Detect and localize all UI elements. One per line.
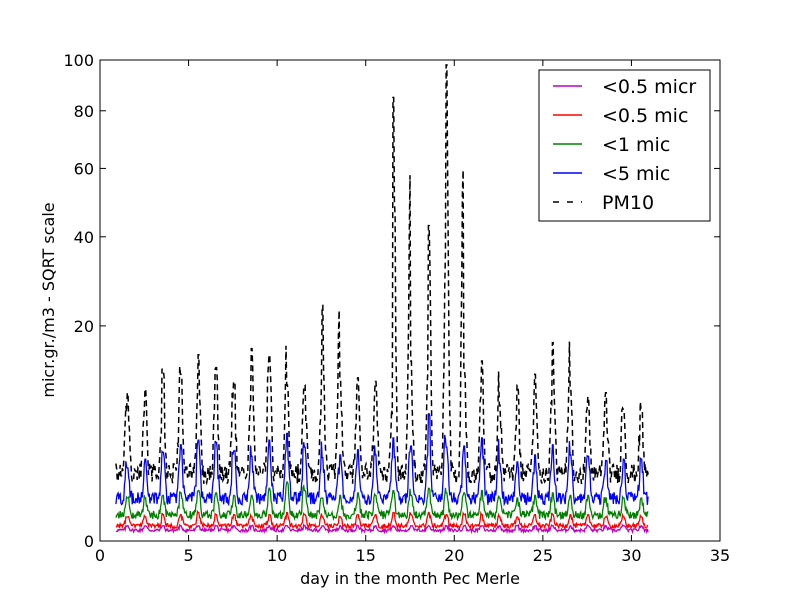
y-tick-label: 20 [74,317,94,336]
axis-ticks: 0 5 10 15 20 25 30 35 0 20 40 60 80 100 [63,51,730,565]
series-line-2 [115,481,649,522]
legend-frame [538,69,711,222]
series-layer [115,64,649,535]
y-tick-label: 0 [84,532,94,551]
x-axis-label: day in the month Pec Merle [300,569,520,588]
y-axis-label: micr.gr./m3 - SQRT scale [39,202,58,397]
x-tick-label: 25 [533,546,553,565]
plot-frame [99,59,721,542]
legend: <0.5 micr <0.5 mic <1 mic <5 mic PM10 [538,69,711,222]
legend-label: PM10 [602,192,654,214]
legend-label: <1 mic [602,134,670,156]
x-tick-label: 30 [621,546,641,565]
x-tick-label: 5 [183,546,193,565]
x-tick-label: 0 [95,546,105,565]
x-tick-label: 15 [356,546,376,565]
legend-label: <0.5 micr [602,76,696,98]
series-line-0 [115,523,649,535]
y-tick-label: 40 [74,228,94,247]
y-tick-label: 80 [74,102,94,121]
series-line-1 [115,509,649,531]
legend-label: <0.5 mic [602,105,688,127]
x-tick-label: 35 [710,546,730,565]
x-tick-label: 10 [267,546,287,565]
y-tick-label: 100 [63,51,94,70]
legend-label: <5 mic [602,163,670,185]
x-tick-label: 20 [444,546,464,565]
y-tick-label: 60 [74,159,94,178]
series-line-4 [115,64,649,486]
series-line-3 [115,413,649,507]
